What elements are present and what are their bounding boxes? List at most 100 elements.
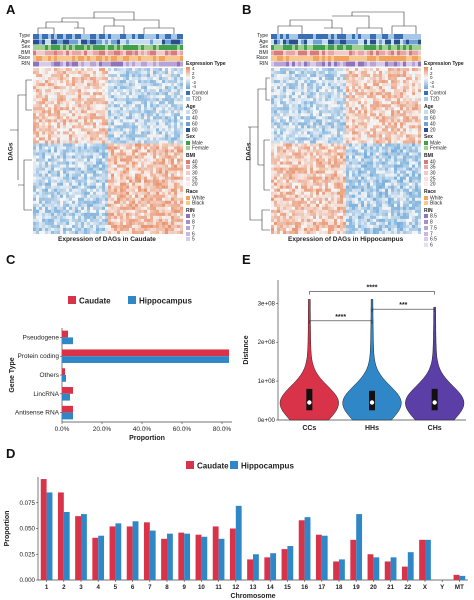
heatmap-cell: [105, 164, 109, 168]
legend-label: 35: [192, 164, 198, 171]
heatmap-cell: [84, 74, 88, 78]
annotation-cell: [406, 45, 410, 50]
heatmap-cell: [42, 77, 46, 81]
heatmap-cell: [93, 206, 97, 211]
heatmap-cell: [346, 104, 350, 108]
heatmap-cell: [340, 119, 344, 123]
heatmap-cell: [60, 173, 64, 177]
heatmap-cell: [385, 95, 389, 99]
heatmap-cell: [39, 113, 43, 117]
heatmap-cell: [144, 128, 148, 132]
annotation-cell: [361, 34, 365, 39]
heatmap-cell: [397, 83, 401, 87]
heatmap-cell: [81, 155, 85, 159]
annotation-cell: [385, 61, 389, 67]
heatmap-cell: [45, 161, 49, 165]
heatmap-cell: [51, 110, 55, 114]
annotation-cell: [400, 61, 404, 67]
heatmap-cell: [361, 74, 365, 78]
heatmap-cell: [171, 200, 175, 205]
heatmap-cell: [340, 74, 344, 78]
annotation-cell: [63, 45, 67, 50]
heatmap-cell: [397, 101, 401, 105]
heatmap-cell: [277, 116, 281, 120]
heatmap-cell: [135, 104, 139, 108]
heatmap-cell: [349, 68, 353, 72]
heatmap-cell: [93, 158, 97, 162]
heatmap-cell: [331, 95, 335, 99]
heatmap-cell: [364, 155, 368, 159]
heatmap-cell: [54, 221, 58, 226]
heatmap-cell: [114, 227, 118, 232]
annotation-cell: [319, 39, 323, 45]
heatmap-cell: [295, 128, 299, 132]
heatmap-cell: [331, 149, 335, 153]
heatmap-cell: [286, 101, 290, 105]
heatmap-cell: [51, 92, 55, 96]
heatmap-cell: [51, 158, 55, 162]
heatmap-cell: [379, 74, 383, 78]
heatmap-cell: [48, 80, 52, 84]
heatmap-cell: [277, 125, 281, 129]
heatmap-cell: [168, 137, 172, 141]
heatmap-cell: [120, 200, 124, 205]
heatmap-cell: [129, 188, 133, 193]
heatmap-cell: [123, 194, 127, 199]
heatmap-cell: [313, 101, 317, 105]
heatmap-cell: [126, 206, 130, 211]
heatmap-cell: [144, 140, 148, 144]
heatmap-cell: [54, 194, 58, 199]
heatmap-cell: [280, 74, 284, 78]
heatmap-cell: [81, 203, 85, 208]
heatmap-cell: [93, 89, 97, 93]
heatmap-cell: [397, 74, 401, 78]
annotation-cell: [165, 39, 169, 45]
heatmap-cell: [132, 74, 136, 78]
heatmap-cell: [45, 89, 49, 93]
heatmap-cell: [123, 71, 127, 75]
heatmap-cell: [114, 182, 118, 187]
heatmap-cell: [114, 209, 118, 214]
annotation-cell: [412, 61, 416, 67]
heatmap-cell: [415, 107, 419, 111]
heatmap-cell: [69, 146, 73, 150]
annotation-cell: [337, 34, 341, 39]
heatmap-cell: [57, 77, 61, 81]
heatmap-cell: [397, 92, 401, 96]
heatmap-cell: [78, 206, 82, 211]
heatmap-cell: [132, 92, 136, 96]
heatmap-cell: [75, 209, 79, 214]
heatmap-cell: [138, 188, 142, 193]
heatmap-cell: [63, 143, 67, 147]
heatmap-cell: [54, 125, 58, 129]
heatmap-cell: [156, 137, 160, 141]
heatmap-cell: [72, 110, 76, 114]
heatmap-cell: [382, 128, 386, 132]
heatmap-cell: [367, 110, 371, 114]
heatmap-cell: [289, 125, 293, 129]
heatmap-cell: [81, 206, 85, 211]
heatmap-cell: [96, 95, 100, 99]
heatmap-cell: [66, 92, 70, 96]
heatmap-cell: [409, 104, 413, 108]
heatmap-cell: [42, 131, 46, 135]
heatmap-cell: [126, 134, 130, 138]
heatmap-cell: [180, 182, 183, 187]
heatmap-cell: [174, 200, 178, 205]
annotation-cell: [129, 56, 133, 61]
heatmap-cell: [51, 98, 55, 102]
heatmap-cell: [162, 86, 166, 90]
heatmap-cell: [319, 149, 323, 153]
heatmap-cell: [126, 212, 130, 217]
heatmap-cell: [382, 152, 386, 156]
annotation-cell: [415, 34, 419, 39]
heatmap-cell: [135, 134, 139, 138]
heatmap-cell: [42, 140, 46, 144]
heatmap-cell: [334, 140, 338, 144]
heatmap-cell: [292, 98, 296, 102]
annotation-cell: [325, 39, 329, 45]
heatmap-cell: [289, 80, 293, 84]
heatmap-cell: [84, 116, 88, 120]
heatmap-cell: [418, 110, 421, 114]
heatmap-cell: [301, 113, 305, 117]
